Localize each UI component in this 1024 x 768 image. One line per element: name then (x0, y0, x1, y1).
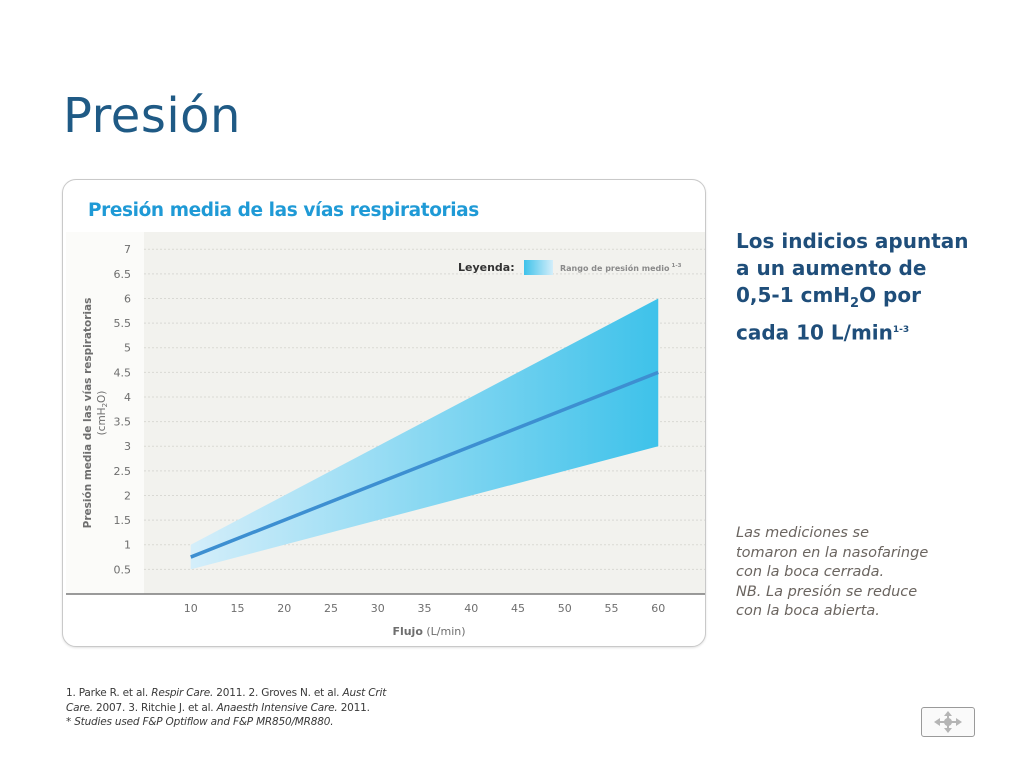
ref-text: 2007. 3. Ritchie J. et al. (92, 701, 217, 714)
y-tick-label: 5 (124, 342, 131, 355)
x-tick-label: 50 (558, 602, 572, 615)
legend: Leyenda: Rango de presión medio 1-3 (458, 260, 682, 275)
references: 1. Parke R. et al. Respir Care. 2011. 2.… (66, 686, 426, 730)
y-axis-unit-sub: 2 (101, 403, 109, 407)
x-tick-label: 55 (605, 602, 619, 615)
x-tick-label: 15 (231, 602, 245, 615)
reference-line-1: 1. Parke R. et al. Respir Care. 2011. 2.… (66, 686, 426, 701)
legend-label-sup: 1-3 (672, 263, 682, 269)
legend-prefix: Leyenda: (458, 261, 515, 274)
headline-line-4-sup: 1-3 (892, 325, 910, 335)
y-tick-label: 1 (124, 539, 131, 552)
chart-svg: Presión media de las vías respiratorias … (66, 200, 705, 638)
y-tick-label: 7 (124, 243, 131, 256)
x-tick-label: 25 (324, 602, 338, 615)
headline-line-3-sub: 2 (850, 296, 860, 311)
chart-card: Presión media de las vías respiratorias … (62, 179, 706, 647)
page-title: Presión (63, 88, 241, 144)
legend-label-text: Rango de presión medio (560, 263, 670, 273)
ref-text: 2011. 2. Groves N. et al. (213, 687, 343, 699)
y-tick-label: 0.5 (114, 563, 132, 576)
y-tick-label: 3 (124, 440, 131, 453)
ref-text: 1. Parke R. et al. (66, 687, 152, 699)
range-band (190, 298, 659, 570)
headline-line-2: a un aumento de (736, 256, 927, 280)
headline-line-3-post: O por (859, 283, 921, 307)
x-tick-label: 35 (418, 602, 432, 615)
y-tick-label: 2 (124, 489, 131, 502)
y-tick-label: 5.5 (114, 317, 132, 330)
legend-swatch (524, 260, 553, 275)
y-axis-unit-post: O) (96, 391, 108, 403)
y-tick-label: 2.5 (114, 465, 132, 478)
move-arrows-icon (934, 711, 962, 733)
y-tick-label: 3.5 (114, 416, 132, 429)
headline-line-4: cada 10 L/min1-3 (736, 317, 976, 347)
navigation-button[interactable] (921, 707, 975, 737)
y-tick-labels: 0.5 1 1.5 2 2.5 3 3.5 4 4.5 5 5.5 6 6.5 7 (114, 243, 132, 576)
ref-journal: Respir Care. (151, 687, 214, 699)
x-tick-label: 30 (371, 602, 385, 615)
x-tick-label: 60 (651, 602, 665, 615)
ref-journal: Care. (66, 701, 93, 714)
y-tick-label: 6 (124, 292, 131, 305)
y-axis-label: Presión media de las vías respiratorias (82, 298, 94, 529)
note-line: con la boca abierta. (736, 603, 880, 619)
y-axis-label-line1: Presión media de las vías respiratorias (82, 298, 94, 529)
ref-journal: Aust Crit (342, 687, 387, 699)
x-tick-labels: 10 15 20 25 30 35 40 45 50 55 60 (184, 602, 666, 615)
x-axis-label-bold: Flujo (392, 625, 423, 638)
x-tick-label: 40 (464, 602, 478, 615)
y-axis-unit: (cmH2O) (96, 391, 109, 436)
x-axis-label-unit: (L/min) (423, 625, 466, 638)
x-tick-label: 20 (277, 602, 291, 615)
side-headline: Los indicios apuntan a un aumento de 0,5… (736, 228, 976, 347)
note-line: NB. La presión se reduce (736, 583, 918, 600)
range-band-layer (190, 298, 659, 570)
headline-line-3-pre: 0,5-1 cmH (736, 283, 851, 307)
note-line: Las mediciones se (736, 525, 870, 541)
x-axis-label: Flujo (L/min) (392, 625, 465, 638)
x-tick-label: 10 (184, 602, 198, 615)
headline-line-1: Los indicios apuntan (736, 229, 969, 253)
y-tick-label: 6.5 (114, 268, 132, 281)
note-line: tomaron en la nasofaringe (736, 544, 929, 561)
ref-journal: Anaesth Intensive Care. (216, 701, 338, 714)
plot-area-left-strip (66, 232, 144, 594)
headline-line-3: 0,5-1 cmH2O por (736, 282, 976, 317)
mean-line-layer (190, 370, 659, 559)
mean-pressure-line (190, 370, 659, 559)
y-tick-label: 1.5 (114, 514, 132, 527)
measurement-note: Las mediciones se tomaron en la nasofari… (736, 524, 956, 622)
reference-line-2: Care. 2007. 3. Ritchie J. et al. Anaesth… (66, 701, 426, 716)
y-tick-label: 4.5 (114, 366, 132, 379)
chart-title: Presión media de las vías respiratorias (88, 200, 479, 221)
ref-text: 2011. (337, 701, 370, 714)
reference-footnote: * Studies used F&P Optiflow and F&P MR85… (66, 716, 334, 728)
headline-line-4-text: cada 10 L/min (736, 320, 893, 345)
y-axis-unit-pre: (cmH (96, 407, 108, 435)
legend-label: Rango de presión medio 1-3 (560, 263, 682, 273)
x-tick-label: 45 (511, 602, 525, 615)
note-line: con la boca cerrada. (736, 564, 885, 580)
y-tick-label: 4 (124, 391, 131, 404)
